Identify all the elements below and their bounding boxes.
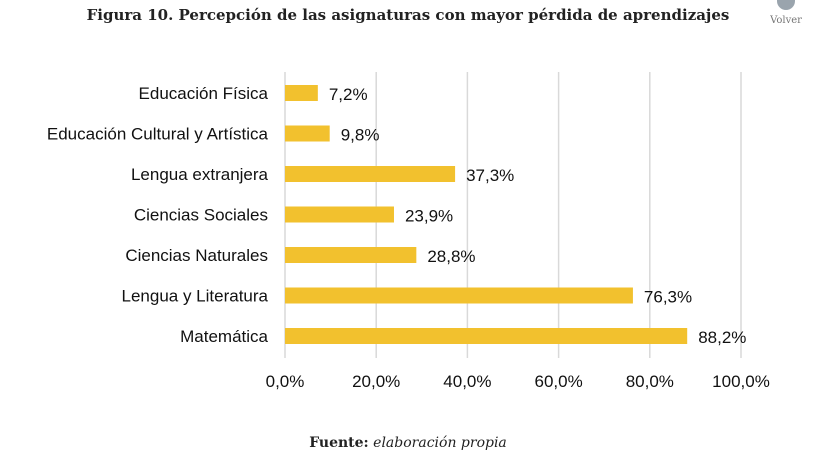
x-tick-label: 100,0% (712, 372, 770, 391)
volver-button[interactable]: Volver (764, 0, 808, 28)
value-label: 9,8% (341, 126, 380, 145)
category-label: Matemática (180, 327, 268, 346)
category-label: Educación Física (139, 84, 269, 103)
volver-label: Volver (770, 15, 802, 26)
value-label: 76,3% (644, 288, 692, 307)
category-label: Ciencias Sociales (134, 206, 268, 225)
bar (285, 166, 456, 182)
back-icon (777, 0, 795, 10)
value-label: 88,2% (698, 328, 746, 347)
bar (285, 247, 417, 263)
figure-source: Fuente: elaboración propia (0, 435, 816, 451)
figure-title: Figura 10. Percepción de las asignaturas… (86, 6, 730, 24)
x-tick-label: 0,0% (266, 372, 305, 391)
x-tick-label: 20,0% (352, 372, 400, 391)
value-label: 23,9% (405, 207, 453, 226)
bar (285, 287, 633, 304)
x-tick-label: 80,0% (626, 372, 674, 391)
value-label: 28,8% (427, 247, 475, 266)
x-tick-label: 60,0% (534, 372, 582, 391)
category-label: Ciencias Naturales (125, 246, 268, 265)
x-tick-label: 40,0% (443, 372, 491, 391)
source-label: Fuente: (309, 435, 369, 451)
category-label: Lengua y Literatura (122, 287, 269, 306)
bar (285, 328, 688, 344)
category-label: Lengua extranjera (131, 165, 269, 184)
source-text: elaboración propia (373, 435, 507, 451)
value-label: 37,3% (466, 166, 514, 185)
value-label: 7,2% (329, 85, 368, 104)
bar (285, 206, 394, 223)
bar (285, 85, 318, 101)
bar (285, 125, 330, 142)
category-label: Educación Cultural y Artística (47, 125, 269, 144)
